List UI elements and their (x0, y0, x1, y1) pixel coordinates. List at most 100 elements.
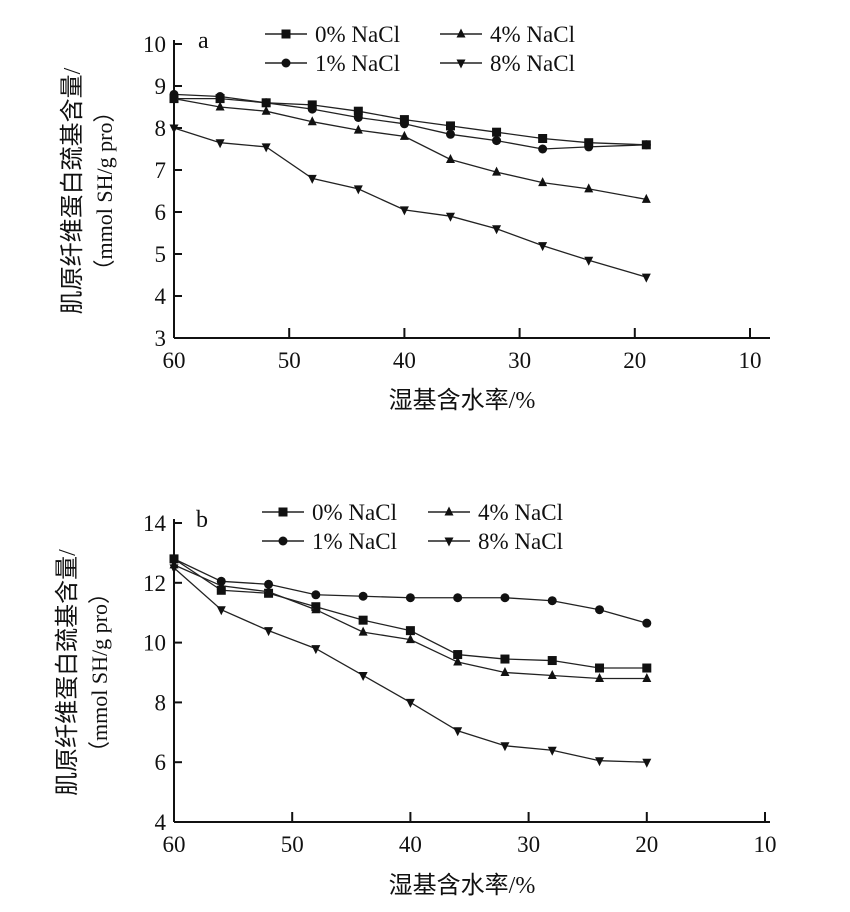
x-tick-label: 10 (754, 832, 777, 857)
x-tick-label: 20 (623, 348, 646, 373)
x-axis-label: 湿基含水率/% (389, 387, 536, 414)
x-tick-label: 50 (281, 832, 304, 857)
series-line (173, 558, 647, 624)
series-line (173, 97, 647, 201)
x-tick-label: 20 (635, 832, 658, 857)
data-point (216, 580, 226, 590)
data-point (538, 144, 548, 154)
data-point (264, 586, 274, 596)
data-point (538, 134, 548, 143)
data-point (169, 93, 179, 103)
data-point (405, 593, 415, 603)
data-point (405, 634, 415, 644)
legend-item: 1% NaCl (262, 529, 397, 554)
legend-label: 0% NaCl (312, 500, 397, 525)
data-point (500, 654, 510, 664)
legend-marker (281, 29, 291, 39)
data-point (311, 604, 321, 614)
data-point (595, 605, 605, 615)
data-point (216, 606, 226, 616)
legend-marker (456, 28, 466, 38)
chart-b: 4 6 8 10 12 14 60 50 40 30 20 10 湿基含水率/% 肌原纤维蛋白巯基含量/（… (54, 500, 777, 899)
y-tick-label: 4 (155, 284, 167, 309)
legend-marker (444, 506, 454, 516)
series-line (173, 558, 647, 669)
y-tick-label: 14 (143, 511, 167, 536)
series-0nacl (169, 94, 651, 150)
data-point (405, 626, 415, 636)
y-axis-label: 肌原纤维蛋白巯基含量/ (59, 67, 86, 314)
data-point (399, 206, 409, 216)
y-tick-label: 10 (143, 631, 166, 656)
data-point (492, 127, 502, 137)
data-point (492, 166, 502, 176)
data-point (216, 585, 226, 595)
data-point (584, 256, 594, 266)
data-point (584, 183, 594, 193)
data-point (169, 564, 179, 574)
legend-item: 1% NaCl (265, 51, 400, 76)
legend-item: 4% NaCl (428, 500, 563, 525)
data-point (169, 554, 179, 564)
series-line (173, 564, 647, 680)
x-tick-label: 10 (739, 348, 762, 373)
data-point (445, 154, 455, 163)
data-point (547, 596, 557, 606)
data-point (264, 627, 274, 637)
data-point (399, 119, 409, 129)
legend-label: 4% NaCl (490, 22, 575, 47)
legend-label: 4% NaCl (478, 500, 563, 525)
data-point (641, 273, 651, 283)
data-point (358, 626, 368, 636)
data-point (358, 671, 368, 681)
data-point (595, 672, 605, 682)
chart-a: 3 4 5 6 7 8 9 10 60 50 40 30 20 10 湿基含水率/% 肌原纤维蛋白巯基含量/（… (59, 22, 770, 414)
legend-marker (278, 536, 288, 546)
data-point (642, 672, 652, 682)
y-axis-label: （mmol SH/g pro） (92, 101, 117, 282)
data-point (311, 590, 321, 600)
y-axis-label: （mmol SH/g pro） (87, 582, 112, 763)
series-line (174, 97, 647, 146)
y-tick-label: 7 (155, 158, 167, 183)
x-tick-label: 50 (278, 348, 301, 373)
data-point (353, 113, 363, 122)
data-point (492, 225, 502, 235)
data-point (445, 212, 455, 222)
data-point (353, 106, 363, 116)
data-point (453, 593, 463, 603)
data-point (445, 129, 455, 139)
x-tick-label: 30 (517, 832, 540, 857)
data-point (399, 130, 409, 140)
legend-marker (444, 537, 454, 547)
series-1nacl (169, 89, 651, 154)
data-point (642, 663, 652, 673)
y-tick-label: 6 (155, 200, 167, 225)
data-point (169, 124, 179, 134)
y-tick-label: 8 (155, 116, 167, 141)
data-point (453, 650, 463, 660)
data-point (500, 667, 510, 676)
legend-label: 1% NaCl (312, 529, 397, 554)
data-point (261, 105, 271, 115)
data-point (261, 98, 271, 108)
panel-label: a (198, 28, 209, 54)
data-point (642, 758, 652, 768)
data-point (547, 669, 557, 679)
data-point (311, 645, 321, 655)
y-tick-label: 4 (155, 810, 167, 835)
data-point (500, 593, 510, 603)
data-point (538, 242, 548, 252)
series-8nacl (169, 124, 651, 283)
data-point (642, 618, 652, 628)
data-point (264, 579, 274, 589)
data-point (453, 727, 463, 737)
legend-marker (281, 58, 291, 68)
data-point (215, 139, 225, 149)
legend-label: 8% NaCl (478, 529, 563, 554)
data-point (215, 92, 225, 101)
y-tick-label: 3 (155, 326, 167, 351)
series-0nacl (169, 554, 652, 673)
